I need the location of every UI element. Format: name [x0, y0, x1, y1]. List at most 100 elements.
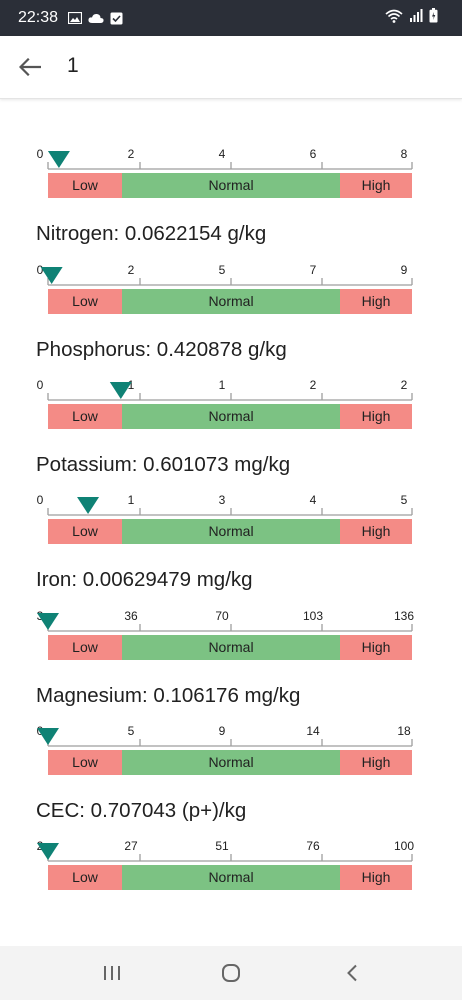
band-high — [340, 865, 412, 890]
tick-label: 5 — [128, 724, 135, 738]
gauge-svg: 0 1 3 4 5 Low Normal High — [37, 493, 413, 544]
tick-label: 5 — [219, 263, 226, 277]
tick-label: 36 — [124, 609, 138, 623]
band-normal-label: Normal — [208, 293, 253, 309]
band-high — [340, 289, 412, 314]
value-marker — [109, 382, 132, 399]
band-normal — [122, 289, 340, 314]
band-high-label: High — [362, 754, 391, 770]
nutrient-title-potassium: Potassium: 0.601073 mg/kg — [36, 453, 291, 476]
tick-label: 103 — [303, 609, 323, 623]
home-button[interactable] — [211, 958, 251, 988]
tick-label: 0 — [37, 263, 44, 277]
tick-label: 7 — [310, 263, 317, 277]
image-icon — [68, 12, 83, 24]
tick-label: 0 — [37, 147, 44, 161]
tick-label: 136 — [394, 609, 414, 623]
tick-label: 5 — [401, 493, 408, 507]
tick-label: 70 — [215, 609, 229, 623]
status-system-icons — [385, 8, 438, 23]
battery-icon — [429, 8, 438, 23]
system-nav-bar — [0, 946, 462, 1000]
gauge-phosphorus: 0 1 1 2 2 Low Normal High — [0, 375, 462, 435]
band-normal — [122, 750, 340, 775]
value-marker — [37, 728, 59, 745]
band-low-label: Low — [72, 754, 99, 770]
nutrient-list: 0 2 4 6 8 Low Normal High Nitrogen: 0.0622154 g… — [0, 98, 462, 946]
tick-label: 1 — [128, 378, 135, 392]
recent-apps-button[interactable] — [92, 958, 132, 988]
band-low-label: Low — [72, 523, 99, 539]
signal-icon — [410, 9, 423, 22]
gauge-svg: 33670103136LowNormalHigh — [37, 609, 414, 660]
band-high — [340, 519, 412, 544]
tick-label: 2 — [401, 378, 408, 392]
band-low-label: Low — [72, 293, 99, 309]
app-bar: 1 — [0, 36, 462, 99]
value-marker — [77, 497, 100, 514]
tick-label: 18 — [397, 724, 411, 738]
band-low — [48, 635, 122, 660]
band-high — [340, 173, 412, 198]
gauge-magnesium: 0591418LowNormalHigh — [0, 721, 462, 781]
status-time: 22:38 — [18, 9, 59, 26]
tick-label: 27 — [124, 839, 138, 853]
back-icon — [347, 964, 357, 982]
tick-label: 2 — [128, 263, 135, 277]
status-bar: 22:38 — [0, 0, 462, 36]
band-high — [340, 750, 412, 775]
band-normal-label: Normal — [208, 408, 253, 424]
nav-back-button[interactable] — [332, 958, 372, 988]
band-low — [48, 519, 122, 544]
tick-label: 9 — [219, 724, 226, 738]
band-normal-label: Normal — [208, 639, 253, 655]
cloud-icon — [88, 13, 104, 23]
tick-label: 1 — [219, 378, 226, 392]
band-low — [48, 404, 122, 429]
tick-label: 8 — [401, 147, 408, 161]
band-high-label: High — [362, 639, 391, 655]
band-normal — [122, 519, 340, 544]
tick-label: 3 — [219, 493, 226, 507]
recent-apps-icon — [104, 966, 120, 980]
value-marker — [37, 843, 59, 860]
band-low — [48, 173, 122, 198]
checkbox-icon — [110, 12, 123, 24]
gauge-nitrogen: 0 2 5 7 9 Low Normal High — [0, 260, 462, 320]
tick-label: 0 — [37, 493, 44, 507]
band-high-label: High — [362, 869, 391, 885]
band-low-label: Low — [72, 408, 99, 424]
nutrient-title-magnesium: Magnesium: 0.106176 mg/kg — [36, 684, 301, 707]
arrow-back-icon — [19, 58, 41, 76]
band-normal — [122, 173, 340, 198]
wifi-icon — [385, 9, 403, 23]
band-low-label: Low — [72, 869, 99, 885]
band-normal — [122, 404, 340, 429]
home-icon — [222, 964, 240, 982]
band-normal-label: Normal — [208, 177, 253, 193]
tick-label: 4 — [219, 147, 226, 161]
gauge-svg: 0 2 5 7 9 Low Normal High — [37, 263, 413, 314]
band-normal — [122, 865, 340, 890]
tick-label: 0 — [37, 378, 44, 392]
gauge-svg: 0 1 1 2 2 Low Normal High — [37, 378, 413, 429]
band-normal-label: Normal — [208, 754, 253, 770]
band-high — [340, 404, 412, 429]
value-marker — [47, 151, 70, 168]
band-high-label: High — [362, 293, 391, 309]
tick-label: 51 — [215, 839, 229, 853]
nutrient-title-nitrogen: Nitrogen: 0.0622154 g/kg — [36, 222, 267, 245]
page-title: 1 — [67, 54, 79, 77]
gauge-cec: 2275176100LowNormalHigh — [0, 836, 462, 896]
tick-label: 2 — [310, 378, 317, 392]
gauge-svg: 2275176100LowNormalHigh — [37, 839, 414, 890]
band-low — [48, 289, 122, 314]
band-normal-label: Normal — [208, 523, 253, 539]
nutrient-title-phosphorus: Phosphorus: 0.420878 g/kg — [36, 338, 287, 361]
band-normal-label: Normal — [208, 869, 253, 885]
value-marker — [40, 267, 63, 284]
back-button[interactable] — [12, 49, 48, 85]
tick-label: 6 — [310, 147, 317, 161]
band-low — [48, 750, 122, 775]
gauge-iron: 33670103136LowNormalHigh — [0, 606, 462, 666]
